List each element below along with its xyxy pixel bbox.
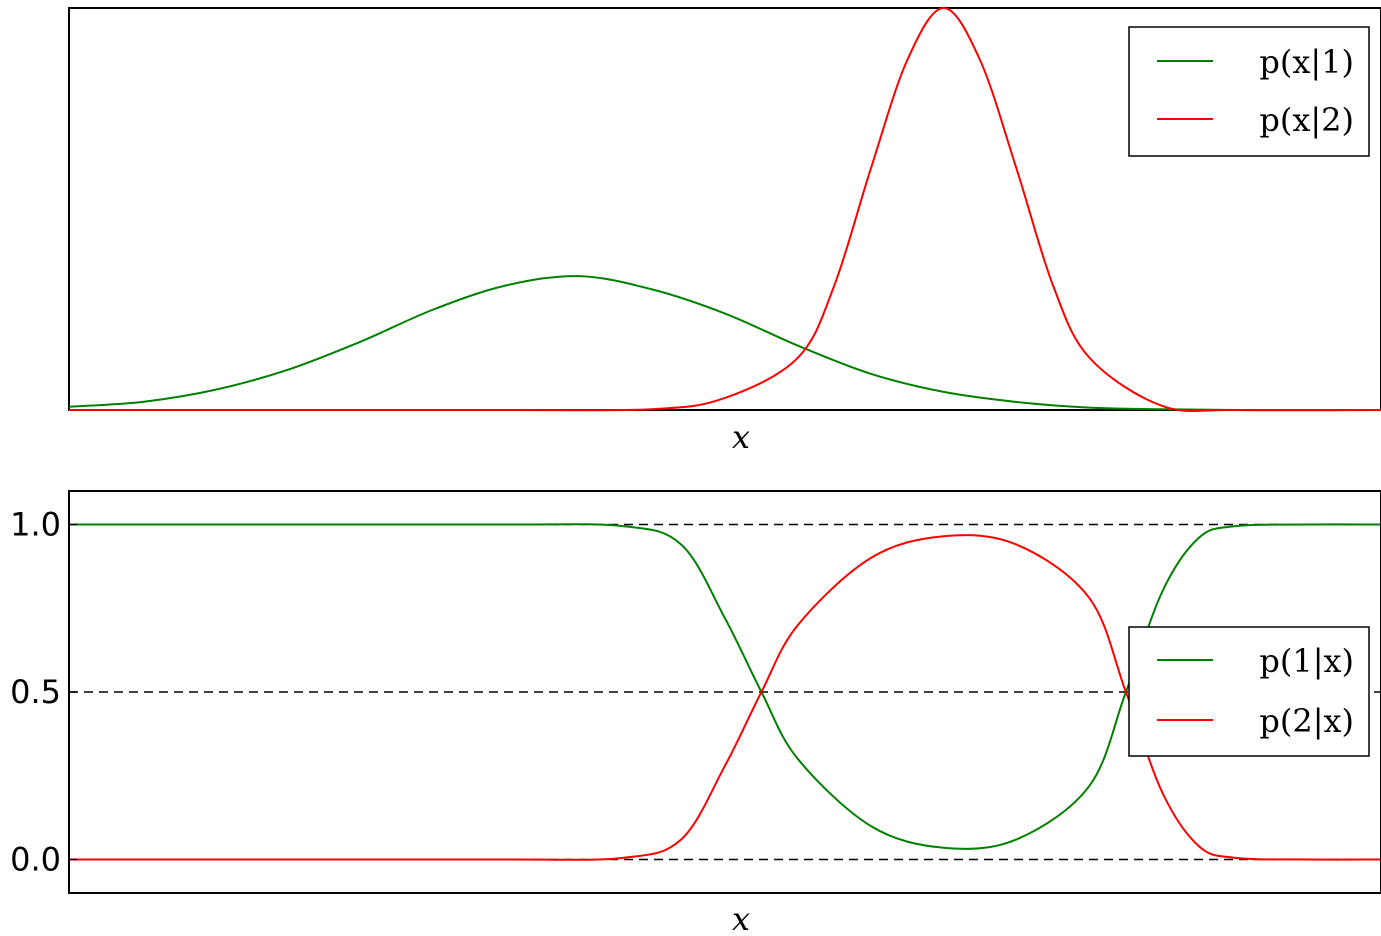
top-legend-box: [1128, 26, 1370, 157]
series-line-1-1: [69, 534, 1381, 861]
bottom-legend-box: [1128, 626, 1370, 757]
bottom-legend: p(1|x) p(2|x): [1128, 626, 1370, 757]
bottom-curves: [69, 523, 1381, 861]
y-tick-label-2: 1.0: [10, 506, 61, 544]
top-legend: p(x|1) p(x|2): [1128, 26, 1370, 157]
bottom-chart-panel: 0.0 0.5 1.0 x p(1|x) p(2|x): [10, 490, 1381, 936]
series-line-0-0: [68, 275, 1381, 412]
legend-label-p-1-given-x: p(1|x): [1259, 642, 1354, 680]
legend-label-p-2-given-x: p(2|x): [1259, 702, 1354, 740]
legend-label-p-x-given-2: p(x|2): [1259, 101, 1354, 139]
top-plot-frame: [68, 7, 1381, 411]
legend-label-p-x-given-1: p(x|1): [1259, 43, 1354, 81]
bottom-x-axis-label: x: [732, 900, 750, 936]
top-curves: [68, 6, 1381, 413]
y-tick-label-1: 0.5: [10, 673, 61, 711]
bottom-y-ticks: 0.0 0.5 1.0: [10, 506, 77, 879]
top-x-axis-label: x: [732, 418, 750, 456]
series-line-0-1: [69, 6, 1381, 413]
top-chart-panel: x p(x|1) p(x|2): [68, 6, 1381, 456]
series-line-1-0: [69, 523, 1381, 850]
y-tick-label-0: 0.0: [10, 841, 61, 879]
